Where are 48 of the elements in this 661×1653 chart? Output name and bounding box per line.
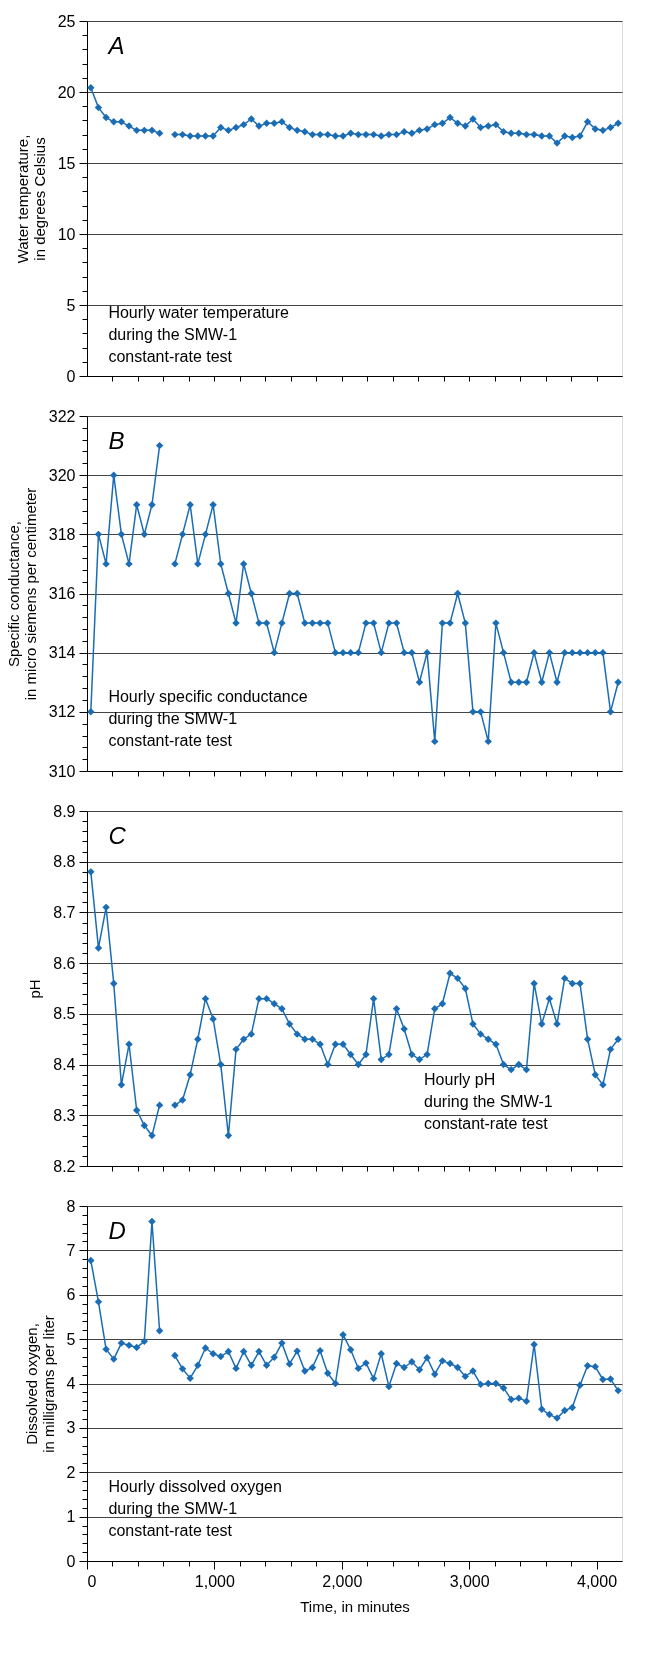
y-tick-label: 8.9 [53, 802, 76, 820]
y-tick-label: 8 [66, 1197, 76, 1215]
annotation: Hourly water temperature during the SMW-1 constant-rate test [108, 304, 290, 365]
y-tick-label: 2 [66, 1463, 76, 1481]
y-tick-label: 0 [66, 367, 76, 385]
annotation: A [106, 32, 125, 60]
annotation: C [108, 822, 127, 850]
y-tick-label: 15 [57, 154, 76, 172]
y-tick-label: 8.7 [53, 903, 76, 921]
y-tick-label: 320 [48, 466, 76, 484]
annotation: Hourly specific conductance during the SMW-1 constant-rate test [108, 688, 308, 750]
y-axis-title: Specific conductance, in micro siemens per centimeter [4, 487, 39, 701]
y-tick-label: 3 [66, 1419, 76, 1437]
y-tick-label: 10 [57, 225, 76, 243]
y-tick-label: 1 [66, 1508, 76, 1526]
x-tick-label: 1,000 [194, 1572, 235, 1590]
y-tick-label: 5 [66, 1330, 76, 1348]
y-tick-label: 8.5 [53, 1005, 76, 1023]
y-axis-title: Dissolved oxygen, in milligrams per liter [22, 1315, 57, 1453]
x-tick-label: 2,000 [322, 1572, 363, 1590]
y-tick-label: 8.8 [53, 853, 76, 871]
y-tick-label: 316 [48, 585, 76, 602]
y-tick-label: 314 [48, 644, 76, 662]
x-axis-title: Time, in minutes [300, 1597, 410, 1615]
y-tick-label: 322 [48, 407, 76, 425]
y-tick-label: 8.4 [53, 1056, 76, 1074]
y-axis-title: Water temperature, in degrees Celsius [13, 134, 48, 264]
y-tick-label: 20 [57, 83, 76, 101]
y-axis-title: pH [26, 979, 44, 999]
annotation: B [108, 427, 125, 455]
y-tick-label: 7 [66, 1241, 76, 1259]
y-tick-label: 312 [48, 703, 76, 721]
y-tick-label: 25 [57, 12, 76, 30]
annotation: Hourly dissolved oxygen during the SMW-1 constant-rate test [108, 1478, 282, 1540]
y-tick-label: 8.6 [53, 954, 76, 972]
x-tick-label: 4,000 [577, 1572, 618, 1590]
annotation: Hourly pH during the SMW-1 constant-rate test [424, 1070, 553, 1132]
y-tick-label: 8.2 [53, 1157, 76, 1175]
annotation: D [108, 1217, 126, 1245]
y-tick-label: 318 [48, 525, 76, 543]
y-tick-label: 310 [48, 762, 76, 780]
x-tick-label: 3,000 [449, 1572, 490, 1590]
y-tick-label: 6 [66, 1286, 76, 1304]
y-tick-label: 8.3 [53, 1106, 76, 1124]
x-tick-label: 0 [87, 1572, 97, 1590]
y-tick-label: 4 [66, 1375, 76, 1392]
y-tick-label: 0 [66, 1552, 76, 1570]
y-tick-label: 5 [66, 296, 76, 314]
